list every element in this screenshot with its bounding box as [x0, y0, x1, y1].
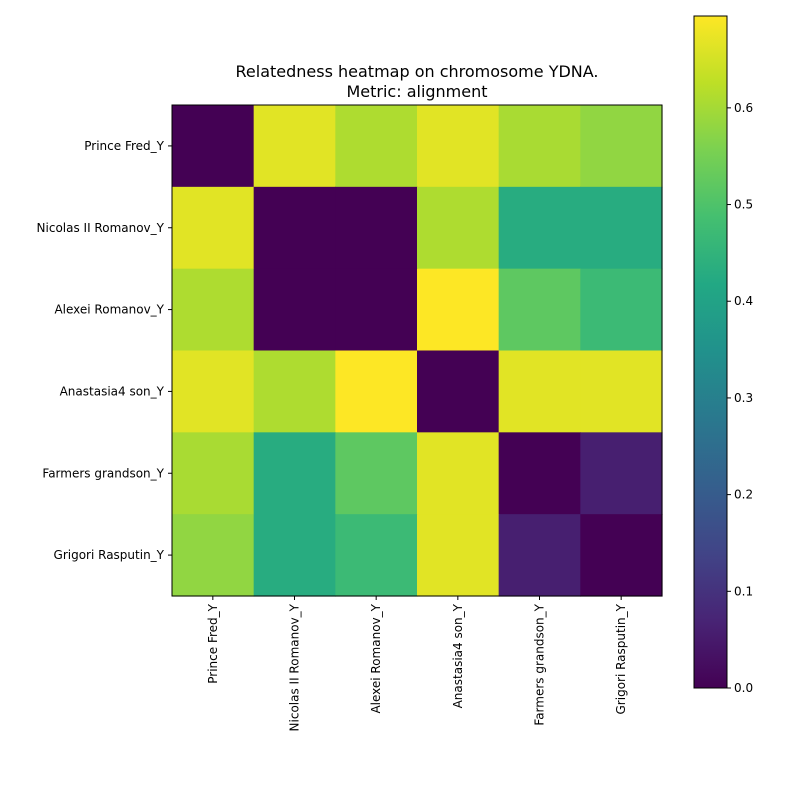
column-labels: Prince Fred_Y Nicolas II Romanov_Y Alexei …	[206, 596, 628, 731]
heatmap-cell	[498, 105, 581, 188]
heatmap-cells	[172, 105, 663, 597]
heatmap-cell	[498, 350, 581, 433]
heatmap-cell	[335, 432, 418, 515]
colorbar-tick-label: 0.0	[734, 681, 753, 695]
heatmap-cell	[253, 514, 336, 597]
heatmap-cell	[580, 350, 663, 433]
heatmap-cell	[417, 105, 500, 188]
heatmap-cell	[417, 432, 500, 515]
heatmap-cell	[172, 432, 255, 515]
y-tick-label: Alexei Romanov_Y	[54, 303, 164, 317]
heatmap-cell	[580, 268, 663, 352]
y-tick-label: Grigori Rasputin_Y	[54, 548, 165, 562]
y-tick-label: Nicolas II Romanov_Y	[37, 221, 165, 235]
heatmap-cell	[253, 432, 336, 515]
heatmap-cell	[580, 105, 663, 188]
colorbar	[693, 15, 728, 689]
heatmap-cell	[498, 514, 581, 597]
x-tick-label: Farmers grandson_Y	[533, 603, 547, 725]
x-tick-label: Grigori Rasputin_Y	[614, 603, 628, 714]
heatmap-cell	[253, 186, 336, 270]
heatmap-cell	[335, 105, 418, 188]
heatmap-cell	[498, 186, 581, 270]
y-tick-label: Anastasia4 son_Y	[60, 384, 165, 398]
heatmap-cell	[417, 268, 500, 352]
heatmap-cell	[417, 514, 500, 597]
x-tick-label: Anastasia4 son_Y	[451, 603, 465, 708]
chart-subtitle: Metric: alignment	[346, 82, 487, 101]
heatmap-cell	[172, 268, 255, 352]
plot-frame	[171, 104, 663, 597]
heatmap-cell	[417, 350, 500, 433]
heatmap-cell	[580, 514, 663, 597]
heatmap-cell	[172, 105, 255, 188]
heatmap-cell	[335, 186, 418, 270]
heatmap-cell	[335, 514, 418, 597]
heatmap-cell	[580, 186, 663, 270]
colorbar-tick-label: 0.4	[734, 294, 753, 308]
heatmap-cell	[253, 105, 336, 188]
heatmap-cell	[172, 350, 255, 433]
heatmap-cell	[172, 514, 255, 597]
heatmap-cell	[253, 350, 336, 433]
heatmap-cell	[335, 350, 418, 433]
heatmap-cell	[253, 268, 336, 352]
heatmap-cell	[498, 432, 581, 515]
x-tick-label: Nicolas II Romanov_Y	[288, 603, 302, 731]
x-tick-label: Prince Fred_Y	[206, 603, 220, 683]
colorbar-ticks: 0.0 0.1 0.2 0.3 0.4 0.5 0.6	[727, 101, 753, 695]
x-tick-label: Alexei Romanov_Y	[369, 603, 383, 713]
colorbar-tick-label: 0.2	[734, 488, 753, 502]
row-labels: Prince Fred_Y Nicolas II Romanov_Y Alexei …	[37, 139, 172, 562]
heatmap-cell	[498, 268, 581, 352]
heatmap-cell	[580, 432, 663, 515]
heatmap-cell	[172, 186, 255, 270]
y-tick-label: Farmers grandson_Y	[42, 466, 164, 480]
colorbar-tick-label: 0.5	[734, 198, 753, 212]
colorbar-tick-label: 0.6	[734, 101, 753, 115]
colorbar-tick-label: 0.3	[734, 391, 753, 405]
chart-title: Relatedness heatmap on chromosome YDNA.	[236, 62, 599, 81]
heatmap-cell	[417, 186, 500, 270]
heatmap-cell	[335, 268, 418, 352]
colorbar-tick-label: 0.1	[734, 584, 753, 598]
y-tick-label: Prince Fred_Y	[84, 139, 164, 153]
